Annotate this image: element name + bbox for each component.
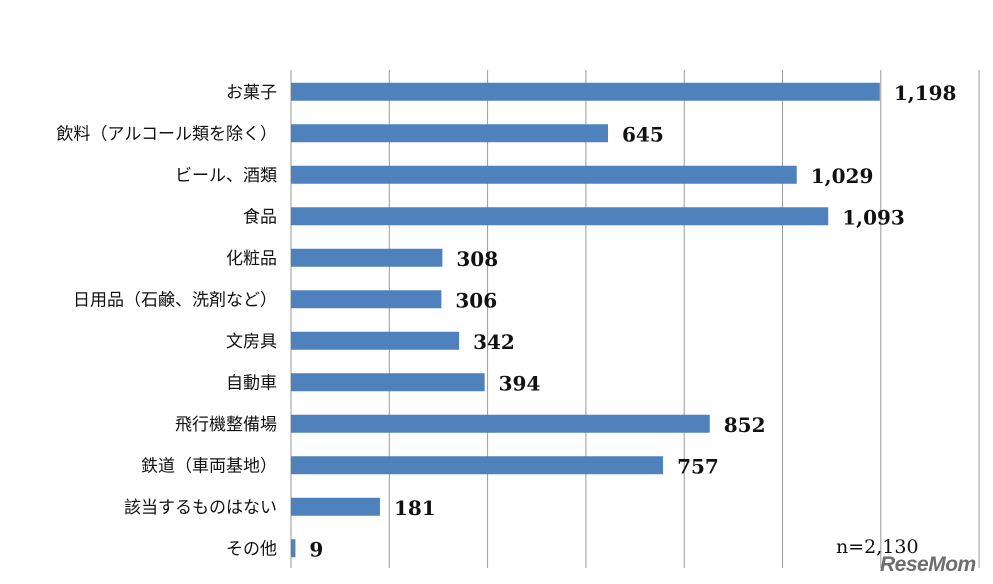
category-label: ビール、酒類 bbox=[175, 166, 277, 186]
category-label: 文房具 bbox=[226, 332, 277, 352]
bar bbox=[291, 414, 710, 433]
bar bbox=[291, 456, 664, 475]
gridlines bbox=[388, 70, 980, 568]
resemom-logo: ReseMom bbox=[880, 553, 976, 576]
bar bbox=[291, 82, 880, 101]
value-label: 342 bbox=[473, 330, 515, 354]
bar bbox=[291, 539, 296, 558]
category-label: その他 bbox=[226, 539, 277, 559]
value-label: 645 bbox=[622, 122, 664, 146]
category-label: 鉄道（車両基地） bbox=[141, 456, 277, 476]
bar bbox=[291, 290, 442, 309]
category-label: 日用品（石鹸、洗剤など） bbox=[73, 290, 277, 310]
value-label: 181 bbox=[394, 496, 436, 520]
category-label: お菓子 bbox=[226, 83, 277, 103]
category-label: 化粧品 bbox=[226, 249, 277, 269]
category-label: 飛行機整備場 bbox=[175, 415, 277, 435]
bar bbox=[291, 497, 380, 516]
value-label: 852 bbox=[724, 413, 766, 437]
value-label: 1,029 bbox=[811, 164, 874, 188]
bars bbox=[291, 82, 880, 558]
value-label: 9 bbox=[309, 537, 323, 561]
sample-size-note: n=2,130 bbox=[836, 536, 919, 558]
category-label: 食品 bbox=[243, 207, 277, 227]
value-label: 757 bbox=[677, 454, 719, 478]
category-label: 飲料（アルコール類を除く） bbox=[56, 124, 277, 144]
bar bbox=[291, 248, 443, 267]
bar bbox=[291, 207, 829, 226]
bar bbox=[291, 165, 797, 184]
category-label: 該当するものはない bbox=[124, 498, 277, 518]
category-label: 自動車 bbox=[226, 373, 277, 393]
value-label: 1,198 bbox=[894, 81, 957, 105]
value-label: 306 bbox=[455, 288, 497, 312]
bar bbox=[291, 373, 485, 392]
value-label: 308 bbox=[456, 247, 498, 271]
bar bbox=[291, 124, 609, 143]
value-label: 1,093 bbox=[842, 205, 905, 229]
value-label: 394 bbox=[499, 371, 541, 395]
bar bbox=[291, 331, 460, 350]
